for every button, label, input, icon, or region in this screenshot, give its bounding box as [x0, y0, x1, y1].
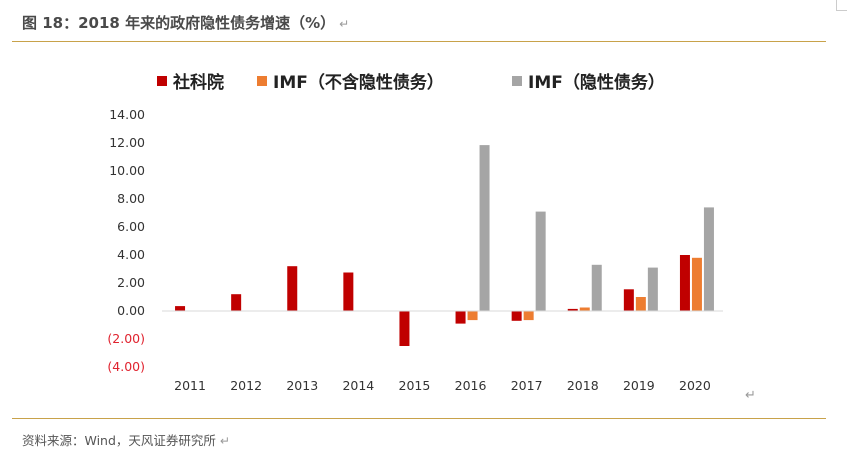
y-axis-ticks: (4.00) (2.00) 0.00 2.00 4.00 6.00 8.00 10.00 12.…: [107, 107, 145, 374]
x-tick-label: 2017: [511, 378, 543, 393]
x-tick-label: 2013: [286, 378, 318, 393]
page-corner-mark: [836, 0, 847, 11]
y-tick-label: 2.00: [117, 275, 145, 290]
bar-2018-series-1: [579, 307, 590, 311]
y-tick-label: 10.00: [109, 163, 145, 178]
bar-2020-series-2: [703, 207, 714, 311]
bar-2013-series-0: [287, 266, 298, 311]
bar-2014-series-0: [343, 272, 354, 311]
bar-2019-series-2: [647, 267, 658, 311]
title-divider: [12, 41, 826, 42]
x-tick-label: 2020: [679, 378, 711, 393]
bar-2011-series-0: [175, 306, 186, 311]
return-mark-icon: ↵: [219, 434, 230, 448]
x-tick-label: 2019: [623, 378, 655, 393]
y-tick-label: (2.00): [107, 331, 145, 346]
source-divider: [12, 418, 826, 419]
bar-2019-series-0: [623, 289, 634, 311]
x-tick-label: 2012: [230, 378, 262, 393]
figure-source: 资料来源：Wind，天风证券研究所 ↵: [22, 430, 230, 449]
y-tick-label: 4.00: [117, 247, 145, 262]
chart-legend: 社科院 IMF（不含隐性债务） IMF（隐性债务）: [157, 72, 665, 93]
bar-2015-series-0: [399, 311, 410, 346]
bar-2016-series-2: [479, 145, 490, 311]
legend-label: IMF（隐性债务）: [528, 72, 665, 93]
y-tick-label: 8.00: [117, 191, 145, 206]
chart-bars: [175, 145, 714, 346]
figure-source-text: 资料来源：Wind，天风证券研究所: [22, 433, 216, 448]
bar-2018-series-0: [567, 308, 578, 311]
bar-2017-series-2: [535, 211, 546, 311]
y-tick-label: 6.00: [117, 219, 145, 234]
bar-2012-series-0: [231, 294, 242, 311]
bar-2018-series-2: [591, 264, 602, 311]
x-tick-label: 2015: [399, 378, 431, 393]
bar-2019-series-1: [635, 297, 646, 311]
legend-label: 社科院: [172, 72, 224, 93]
bar-2020-series-1: [691, 257, 702, 311]
bar-2017-series-1: [523, 311, 534, 321]
legend-swatch: [257, 76, 267, 86]
x-tick-label: 2016: [455, 378, 487, 393]
y-tick-label: 0.00: [117, 303, 145, 318]
y-tick-label: 12.00: [109, 135, 145, 150]
figure-title-text: 图 18：2018 年来的政府隐性债务增速（%）: [22, 14, 336, 32]
figure-title: 图 18：2018 年来的政府隐性债务增速（%） ↵: [22, 12, 349, 33]
legend-swatch: [157, 76, 167, 86]
paragraph-mark-icon: ↵: [745, 388, 756, 403]
bar-2017-series-0: [511, 311, 522, 321]
return-mark-icon: ↵: [339, 17, 350, 31]
legend-label: IMF（不含隐性债务）: [273, 72, 444, 93]
x-axis-ticks: 2011 2012 2013 2014 2015 2016 2017 2018 2019 2020: [174, 378, 711, 393]
x-tick-label: 2011: [174, 378, 206, 393]
bar-2016-series-1: [467, 311, 478, 321]
legend-swatch: [512, 76, 522, 86]
x-tick-label: 2014: [342, 378, 374, 393]
bar-2020-series-0: [679, 255, 690, 311]
y-tick-label: 14.00: [109, 107, 145, 122]
bar-2016-series-0: [455, 311, 466, 324]
y-tick-label: (4.00): [107, 359, 145, 374]
x-tick-label: 2018: [567, 378, 599, 393]
